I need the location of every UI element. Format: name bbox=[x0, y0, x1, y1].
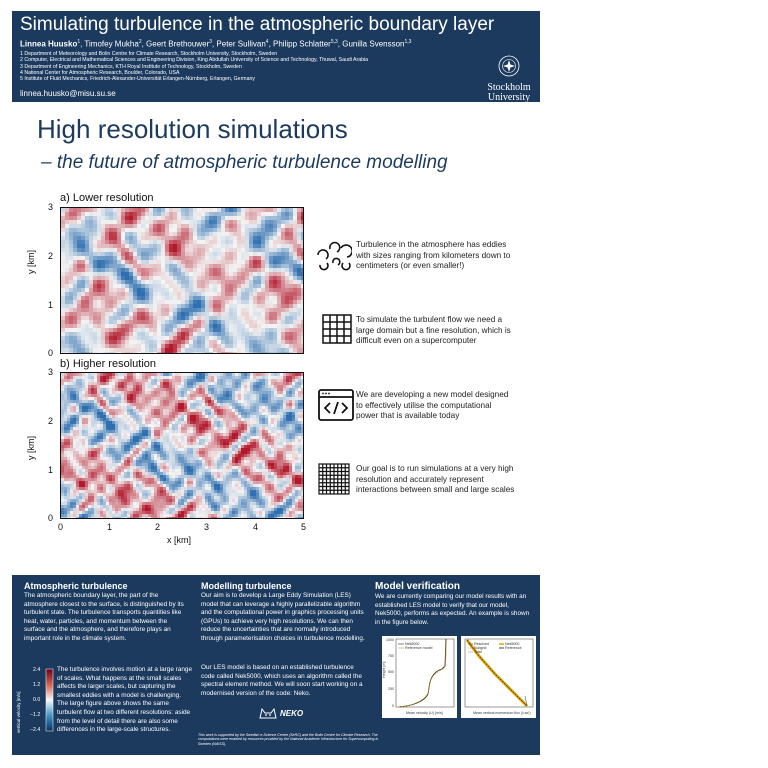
mini1-y-tick: 1000 bbox=[386, 638, 394, 642]
y-tick-b: 3 bbox=[48, 367, 54, 377]
mini2-legend-entry: Resolved bbox=[474, 642, 489, 646]
les-model-text: Our LES model is based on an established… bbox=[201, 664, 363, 697]
colorbar-tick: 0.0 bbox=[33, 697, 41, 703]
affiliation-line: 3 Department of Engineering Mechanics, K… bbox=[20, 63, 242, 70]
turbulence-scales-text: The turbulence involves motion at a larg… bbox=[57, 666, 192, 734]
y-tick-b: 2 bbox=[48, 416, 54, 426]
neko-cat-icon bbox=[259, 707, 277, 719]
affiliation-line: 2 Computer, Electrical and Mathematical … bbox=[20, 57, 369, 64]
acknowledgement-text: This work is supported by the Swedish e-… bbox=[198, 733, 379, 746]
mini1-y-tick: 250 bbox=[388, 687, 394, 691]
x-tick: 2 bbox=[155, 522, 161, 532]
author-affiliation-marker: 2 bbox=[138, 39, 142, 45]
y-tick-a: 0 bbox=[48, 348, 54, 358]
logo-wordmark: Stockholm University bbox=[480, 83, 538, 103]
x-tick: 0 bbox=[58, 522, 64, 532]
vertical-velocity-colorbar bbox=[45, 668, 54, 732]
eddies-icon bbox=[317, 241, 352, 271]
mini1-legend-entry: Nek5000 bbox=[405, 642, 420, 646]
panel-b-label: b) Higher resolution bbox=[60, 358, 156, 370]
author-name: , Philipp Schlatter bbox=[268, 39, 331, 49]
colorbar-tick: −1.2 bbox=[30, 712, 41, 718]
author-name: , Gunilla Svensson bbox=[337, 39, 405, 49]
panel-a-label: a) Lower resolution bbox=[60, 192, 154, 204]
mean-velocity-profile-graph bbox=[395, 638, 455, 708]
y-tick-a: 3 bbox=[48, 202, 54, 212]
y-axis-title-b: y [km] bbox=[26, 436, 36, 460]
logo-line-2: University bbox=[487, 92, 531, 103]
y-tick-a: 1 bbox=[48, 300, 54, 310]
poster-title: Simulating turbulence in the atmospheric… bbox=[20, 14, 495, 35]
info-text-grid: To simulate the turbulent flow we need a… bbox=[356, 315, 511, 345]
info-text-eddies: Turbulence in the atmosphere has eddies … bbox=[356, 240, 511, 270]
affiliation-line: 4 National Center for Atmospheric Resear… bbox=[20, 69, 180, 76]
fine-grid-icon bbox=[318, 463, 350, 495]
author-affiliation-marker: 1,3 bbox=[404, 39, 412, 45]
section-headline: High resolution simulations bbox=[37, 114, 348, 144]
contact-email[interactable]: linnea.huusko@misu.su.se bbox=[20, 89, 116, 98]
x-tick: 1 bbox=[107, 522, 113, 532]
author-name: , Peter Sullivan bbox=[211, 39, 266, 49]
author-affiliation-marker: 5,3 bbox=[330, 39, 338, 45]
mini1-y-tick: 750 bbox=[388, 654, 394, 658]
model-verification-title: Model verification bbox=[375, 581, 461, 592]
affiliation-line: 1 Department of Meteorology and Bolin Ce… bbox=[20, 51, 278, 57]
mean-velocity-profile-plot: Nek5000 Reference model 1000 750 500 250… bbox=[382, 636, 457, 718]
velocity-field-lower-resolution bbox=[61, 208, 303, 353]
x-tick: 5 bbox=[301, 522, 307, 532]
mini1-x-label: Mean velocity (U) [m/s] bbox=[406, 711, 443, 715]
mini1-legend-entry: Reference model bbox=[405, 646, 433, 650]
mini2-legend-entry: Total bbox=[474, 650, 482, 654]
mini2-legend-entry: Reference bbox=[505, 646, 522, 650]
info-text-fine-grid: Our goal is to run simulations at a very… bbox=[356, 464, 515, 494]
author-name: Linnea Huusko bbox=[20, 39, 78, 49]
stockholm-university-logo: Stockholm University bbox=[480, 55, 538, 103]
x-tick: 3 bbox=[204, 522, 210, 532]
colorbar-tick: 2.4 bbox=[33, 667, 41, 673]
colorbar-tick: −2.4 bbox=[30, 727, 41, 733]
mini1-y-label: Height [m] bbox=[382, 661, 386, 678]
author-affiliation-marker: 3 bbox=[209, 39, 212, 45]
colorbar-tick: 1.2 bbox=[33, 682, 41, 688]
y-tick-b: 1 bbox=[48, 465, 54, 475]
info-text-code: We are developing a new model designed t… bbox=[356, 390, 509, 420]
affiliation-list: 1 Department of Meteorology and Bolin Ce… bbox=[20, 51, 368, 82]
atmospheric-turbulence-title: Atmospheric turbulence bbox=[24, 581, 128, 591]
section-subheadline: – the future of atmospheric turbulence m… bbox=[41, 152, 448, 173]
mini2-legend-entry: Nek5000 bbox=[505, 642, 520, 646]
atmospheric-turbulence-text: The atmospheric boundary layer, the part… bbox=[24, 592, 184, 642]
modelling-turbulence-text: Our aim is to develop a Large Eddy Simul… bbox=[201, 592, 365, 642]
velocity-field-higher-resolution bbox=[61, 373, 303, 518]
momentum-flux-profile-graph bbox=[464, 638, 534, 708]
mini2-legend-entry: Subgrid bbox=[474, 646, 487, 650]
mini1-y-tick: 0 bbox=[392, 704, 394, 708]
plot-higher-resolution bbox=[60, 372, 304, 519]
mini2-x-label: Mean vertical momentum flux (⟨uw⟩) bbox=[473, 711, 531, 715]
plot-lower-resolution bbox=[60, 207, 304, 354]
code-icon bbox=[318, 389, 354, 421]
author-name: , Timofey Mukha bbox=[80, 39, 139, 49]
affiliation-line: 5 Institute of Fluid Mechanics, Friedric… bbox=[20, 76, 255, 83]
author-affiliation-marker: 4 bbox=[265, 39, 269, 45]
modelling-turbulence-title: Modelling turbulence bbox=[201, 581, 292, 591]
poster-header: Simulating turbulence in the atmospheric… bbox=[12, 11, 540, 103]
grid-icon bbox=[322, 314, 352, 344]
author-affiliation-marker: 1 bbox=[77, 39, 81, 45]
y-tick-b: 0 bbox=[48, 513, 54, 523]
colorbar-label: vertical velocity [m/s] bbox=[16, 691, 21, 733]
university-seal-icon bbox=[498, 55, 520, 77]
mini1-y-tick: 500 bbox=[388, 670, 394, 674]
logo-line-1: Stockholm bbox=[487, 82, 531, 93]
neko-logo-text: NEKO bbox=[280, 709, 304, 718]
author-list: Linnea Huusko1, Timofey Mukha2, Geert Br… bbox=[20, 39, 411, 49]
x-tick: 4 bbox=[253, 522, 259, 532]
y-tick-a: 2 bbox=[48, 251, 54, 261]
model-verification-text: We are currently comparing our model res… bbox=[375, 593, 530, 626]
author-name: , Geert Brethouwer bbox=[141, 39, 210, 49]
x-axis-title: x [km] bbox=[167, 535, 191, 545]
y-axis-title-a: y [km] bbox=[26, 250, 36, 274]
momentum-flux-profile-plot: Resolved Subgrid Total Nek5000 Reference… bbox=[461, 636, 536, 718]
bottom-panel: Atmospheric turbulence The atmospheric b… bbox=[12, 575, 540, 755]
